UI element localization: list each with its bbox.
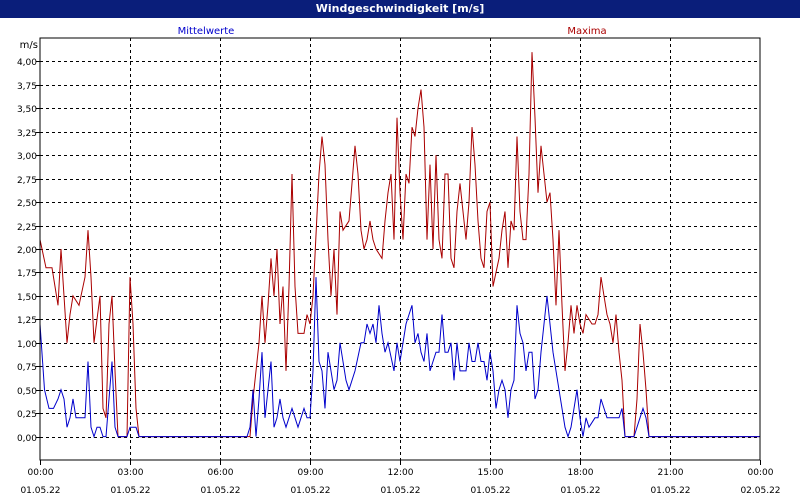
y-tick-label: 0,25 [17, 410, 37, 420]
plot-area-frame [39, 37, 761, 461]
x-tick-date-label: 01.05.22 [380, 486, 420, 496]
y-tick-label: 0,75 [17, 363, 37, 373]
x-tick-time-label: 00:00 [748, 468, 774, 478]
y-tick-label: 3,75 [17, 82, 37, 92]
y-tick-label: 2,00 [17, 246, 37, 256]
legend-mean-label: Mittelwerte [178, 26, 235, 37]
x-tick-time-label: 12:00 [388, 468, 414, 478]
x-tick-time-label: 18:00 [568, 468, 594, 478]
x-tick-time-label: 21:00 [658, 468, 684, 478]
series-line-maxima [39, 52, 760, 438]
y-tick-label: 2,75 [17, 176, 37, 186]
x-tick-time-label: 03:00 [118, 468, 144, 478]
y-tick-label: 2,25 [17, 223, 37, 233]
y-tick-label: 0,50 [17, 387, 37, 397]
x-tick-date-label: 01.05.22 [470, 486, 510, 496]
window-title: Windgeschwindigkeit [m/s] [0, 0, 800, 19]
x-tick-time-label: 15:00 [478, 468, 504, 478]
y-tick-label: 3,25 [17, 129, 37, 139]
x-tick-date-label: 01.05.22 [20, 486, 60, 496]
x-tick-time-label: 09:00 [298, 468, 324, 478]
x-tick-date-label: 01.05.22 [560, 486, 600, 496]
x-tick-date-label: 01.05.22 [200, 486, 240, 496]
y-tick-label: 1,75 [17, 269, 37, 279]
x-tick-time-label: 00:00 [28, 468, 54, 478]
y-tick-label: 3,00 [17, 152, 37, 162]
legend-max-label: Maxima [567, 26, 606, 37]
y-tick-label: 3,50 [17, 105, 37, 115]
x-tick-time-label: 06:00 [208, 468, 234, 478]
grid-lines [40, 38, 760, 460]
y-axis-unit-label: m/s [20, 40, 38, 51]
y-axis-ticks: 0,00 0,25 0,50 0,75 1,00 1,25 1,50 1,75 2,00 2,25… [17, 58, 40, 444]
y-tick-label: 1,25 [17, 316, 37, 326]
x-tick-date-label: 01.05.22 [290, 486, 330, 496]
y-tick-label: 1,00 [17, 340, 37, 350]
y-tick-label: 4,00 [17, 58, 37, 68]
x-axis-ticks: 00:00 01.05.22 03:00 01.05.22 06:00 01.05.22 0… [20, 460, 781, 496]
y-tick-label: 0,00 [17, 434, 37, 444]
data-series [39, 52, 760, 439]
series-line-mittelwerte [39, 277, 760, 439]
x-tick-date-label: 02.05.22 [740, 486, 780, 496]
x-tick-date-label: 01.05.22 [110, 486, 150, 496]
y-tick-label: 1,50 [17, 293, 37, 303]
wind-speed-chart: Mittelwerte Maxima m/s 0,00 0,25 0,50 0,75 1… [17, 26, 781, 496]
y-tick-label: 2,50 [17, 199, 37, 209]
x-tick-date-label: 01.05.22 [650, 486, 690, 496]
